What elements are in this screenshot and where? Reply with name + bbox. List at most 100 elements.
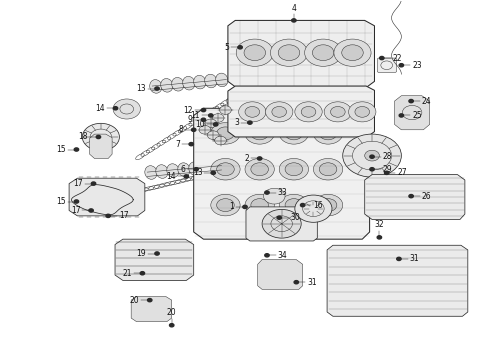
Text: 18: 18: [78, 132, 88, 141]
Ellipse shape: [172, 77, 184, 91]
Circle shape: [217, 127, 234, 140]
Text: 30: 30: [290, 213, 300, 222]
Circle shape: [236, 39, 273, 66]
Circle shape: [319, 127, 337, 140]
Circle shape: [409, 99, 414, 103]
Circle shape: [245, 194, 274, 216]
Circle shape: [295, 102, 322, 122]
Text: 5: 5: [224, 43, 229, 52]
Circle shape: [245, 123, 274, 144]
Circle shape: [266, 102, 293, 122]
Text: 26: 26: [422, 192, 432, 201]
Circle shape: [279, 158, 309, 180]
Text: 20: 20: [167, 309, 176, 318]
Circle shape: [244, 45, 266, 60]
Circle shape: [192, 128, 196, 131]
Circle shape: [277, 216, 281, 219]
Circle shape: [279, 194, 309, 216]
Ellipse shape: [183, 76, 195, 90]
Circle shape: [247, 121, 252, 124]
Circle shape: [245, 158, 274, 180]
Ellipse shape: [194, 75, 206, 89]
Circle shape: [301, 107, 316, 117]
Circle shape: [265, 191, 269, 194]
Text: 10: 10: [196, 120, 205, 129]
Text: 31: 31: [410, 255, 419, 264]
Text: 15: 15: [56, 145, 66, 154]
Text: 29: 29: [383, 165, 392, 174]
Circle shape: [251, 199, 269, 212]
Text: 23: 23: [412, 61, 422, 70]
Text: 31: 31: [307, 278, 317, 287]
Ellipse shape: [167, 164, 179, 177]
Text: 24: 24: [422, 96, 432, 105]
Text: 16: 16: [314, 201, 323, 210]
Text: 4: 4: [292, 4, 296, 13]
Circle shape: [106, 214, 110, 217]
Circle shape: [211, 123, 240, 144]
Polygon shape: [365, 175, 465, 220]
Text: 33: 33: [278, 188, 288, 197]
Circle shape: [82, 123, 120, 150]
Text: 17: 17: [73, 179, 83, 188]
Circle shape: [170, 324, 174, 327]
Circle shape: [113, 99, 141, 119]
Text: 25: 25: [412, 111, 422, 120]
Circle shape: [399, 114, 404, 117]
Circle shape: [214, 123, 218, 126]
Circle shape: [207, 131, 219, 139]
Circle shape: [399, 64, 404, 67]
Polygon shape: [115, 239, 194, 280]
Text: 20: 20: [129, 296, 139, 305]
Circle shape: [313, 45, 334, 60]
Circle shape: [365, 150, 379, 161]
Circle shape: [334, 39, 371, 66]
Polygon shape: [131, 297, 172, 321]
Ellipse shape: [216, 73, 228, 87]
Text: 21: 21: [122, 269, 132, 278]
Circle shape: [155, 87, 159, 90]
Circle shape: [262, 210, 301, 238]
Polygon shape: [377, 58, 396, 72]
Circle shape: [285, 199, 303, 212]
Text: 34: 34: [278, 251, 288, 260]
Polygon shape: [394, 96, 430, 130]
Circle shape: [211, 171, 216, 175]
Circle shape: [215, 136, 226, 145]
Ellipse shape: [211, 160, 223, 174]
Circle shape: [314, 123, 343, 144]
Polygon shape: [69, 178, 145, 216]
Circle shape: [251, 127, 269, 140]
Circle shape: [300, 203, 305, 207]
Circle shape: [264, 188, 285, 204]
Polygon shape: [228, 86, 374, 137]
Text: 7: 7: [175, 140, 180, 149]
Text: 17: 17: [119, 211, 128, 220]
Text: 13: 13: [193, 168, 202, 177]
Circle shape: [272, 107, 287, 117]
Text: 22: 22: [392, 54, 402, 63]
Circle shape: [209, 114, 213, 117]
Circle shape: [239, 102, 266, 122]
Circle shape: [212, 114, 224, 122]
Circle shape: [377, 236, 382, 239]
Polygon shape: [258, 260, 303, 289]
Ellipse shape: [189, 162, 201, 175]
Text: 1: 1: [229, 202, 234, 211]
Circle shape: [348, 102, 376, 122]
Ellipse shape: [205, 74, 217, 88]
Circle shape: [342, 45, 363, 60]
Circle shape: [370, 168, 374, 171]
Circle shape: [238, 46, 243, 49]
Circle shape: [265, 254, 269, 257]
Circle shape: [385, 171, 389, 175]
Text: 2: 2: [244, 154, 249, 163]
Text: 3: 3: [234, 118, 239, 127]
Circle shape: [343, 134, 401, 177]
Circle shape: [245, 107, 260, 117]
Circle shape: [217, 199, 234, 212]
Polygon shape: [228, 21, 374, 87]
Text: 9: 9: [188, 115, 193, 124]
Circle shape: [140, 272, 145, 275]
Circle shape: [113, 107, 118, 110]
